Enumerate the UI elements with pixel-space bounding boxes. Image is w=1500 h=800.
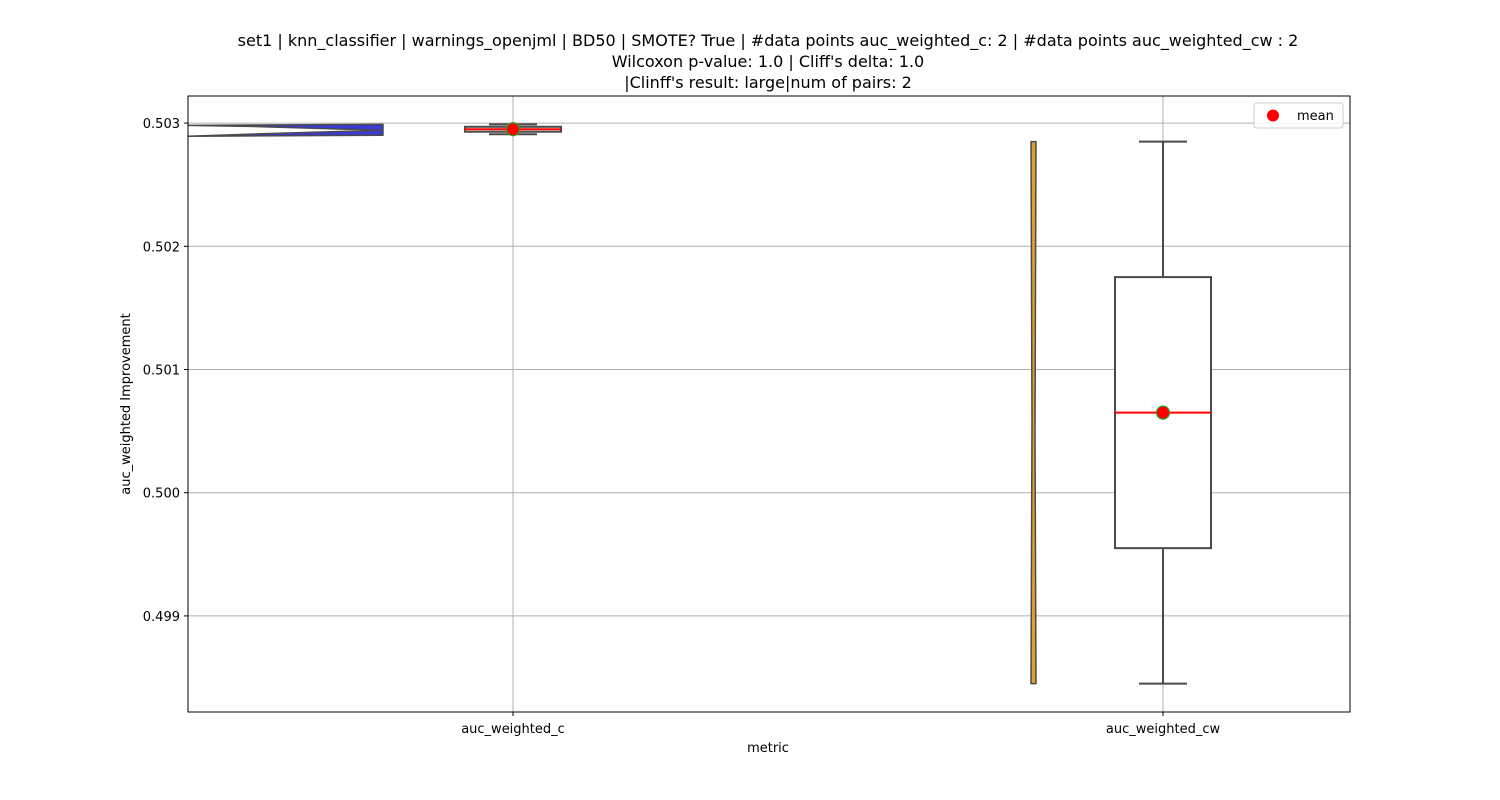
chart-title-line-2: Wilcoxon p-value: 1.0 | Cliff's delta: 1… [612,52,924,71]
violin-auc_weighted_cw [1030,140,1037,685]
y-axis-label: auc_weighted Improvement [119,313,134,495]
legend-entry-mean: mean [1297,109,1334,124]
series-group-auc_weighted_cw [1030,140,1212,685]
y-tick-label: 0.500 [143,487,180,502]
plot-area [187,122,1212,685]
mean-marker [1155,405,1171,420]
y-axis-ticks: 0.499 0.500 0.501 0.502 0.503 [143,117,188,625]
x-axis-ticks: auc_weighted_c auc_weighted_cw [461,712,1220,737]
axes-frame [187,95,1351,713]
x-axis-label: metric [747,741,789,756]
x-tick-label: auc_weighted_cw [1106,722,1221,737]
mean-marker [505,122,521,137]
chart-title-line-3: |Clinff's result: large|num of pairs: 2 [624,73,912,92]
x-tick-label: auc_weighted_c [461,722,565,737]
grid-lines [188,96,1350,712]
violin-auc_weighted_c [187,123,384,137]
y-tick-label: 0.502 [143,240,180,255]
legend-frame [1253,102,1344,129]
y-tick-label: 0.499 [143,610,180,625]
legend: mean [1253,102,1344,129]
series-group-auc_weighted_c [187,122,562,137]
y-tick-label: 0.501 [143,364,180,379]
chart-title-line-1: set1 | knn_classifier | warnings_openjml… [238,31,1299,51]
y-tick-label: 0.503 [143,117,180,132]
legend-mean-marker [1267,109,1279,122]
